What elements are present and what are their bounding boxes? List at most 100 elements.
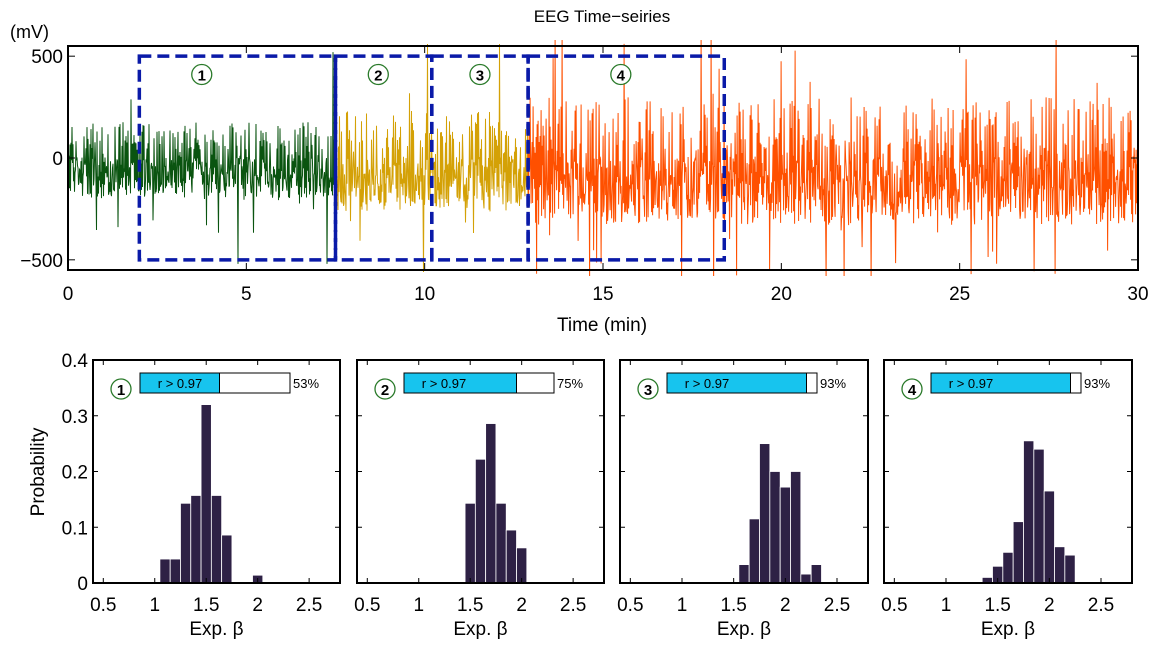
r-threshold-label: r > 0.97 [422, 376, 466, 391]
x-axis-label: Exp. β [189, 619, 243, 640]
r-threshold-label: r > 0.97 [949, 376, 993, 391]
x-tick-label: 2 [252, 595, 263, 616]
x-tick-label: 2 [780, 595, 791, 616]
x-tick-label: 1 [413, 595, 424, 616]
analysis-window-box [430, 54, 530, 262]
histogram-bar [810, 564, 822, 584]
r-ratio-percent: 53% [293, 376, 319, 391]
y-tick-label: −500 [20, 251, 63, 272]
histogram-bar [1054, 546, 1066, 584]
x-tick-label: 1 [941, 595, 952, 616]
eeg-signal-trace [527, 40, 1138, 276]
window-number-circle [469, 63, 491, 86]
x-axis-label: Exp. β [717, 619, 771, 640]
histogram-bar [190, 495, 202, 584]
histogram-panel: 0.5 1 1.5 2 2.5 Exp. β 2 r > 0.97 75% [354, 359, 605, 640]
window-number-label: 1 [117, 382, 125, 399]
window-number-circle [110, 378, 132, 400]
histogram-panel: 0.5 1 1.5 2 2.5 Exp. β 4 r > 0.97 93% [881, 359, 1133, 640]
x-tick-label: 1.5 [457, 595, 483, 616]
histogram-bar [1064, 554, 1076, 584]
x-tick-label: 0 [63, 284, 74, 305]
histogram-panels: 0.5 1 1.5 2 2.5 0 0.1 0.2 0.3 0.4 Exp. β 1 r > 0.97 5… [62, 351, 1133, 640]
histogram-bar [779, 486, 791, 584]
x-tick-label: 2.5 [560, 595, 586, 616]
x-tick-label: 2 [516, 595, 527, 616]
histogram-bar [1033, 448, 1045, 584]
hist-y-label: Probability [28, 427, 49, 516]
histogram-bar [505, 529, 517, 584]
histogram-bar [159, 558, 171, 584]
histogram-bar [769, 471, 781, 584]
histogram-bar [1023, 440, 1035, 584]
r-ratio-bar-fill [666, 372, 807, 394]
x-tick-label: 0.5 [90, 595, 116, 616]
window-number-circle [610, 63, 632, 86]
y-tick-label: 0.2 [62, 463, 88, 484]
x-tick-label: 5 [241, 284, 252, 305]
r-threshold-label: r > 0.97 [685, 376, 729, 391]
histogram-bar [210, 495, 223, 584]
x-tick-label: 1.5 [984, 595, 1010, 616]
x-tick-label: 20 [771, 284, 792, 305]
r-ratio-percent: 93% [820, 376, 846, 391]
x-tick-label: 0.5 [617, 595, 643, 616]
y-tick-label: 0 [52, 149, 63, 170]
y-tick-label: 0 [77, 574, 88, 595]
y-tick-label: 0.3 [62, 407, 88, 428]
histogram-bar [485, 423, 497, 584]
window-number-label: 1 [198, 68, 206, 85]
analysis-window-box [137, 54, 338, 262]
histogram-bar [800, 573, 812, 584]
eeg-signal-trace [68, 52, 336, 264]
window-number-label: 2 [374, 68, 382, 85]
x-tick-label: 1.5 [720, 595, 746, 616]
r-ratio-percent: 93% [1084, 376, 1110, 391]
histogram-bar [180, 502, 192, 584]
top-chart-title: EEG Time−seiries [534, 7, 671, 26]
x-tick-label: 1.5 [193, 595, 219, 616]
x-tick-label: 0.5 [881, 595, 907, 616]
histogram-bar [516, 547, 528, 584]
x-axis-label: Exp. β [981, 619, 1035, 640]
window-number-circle [901, 378, 923, 400]
window-number-label: 4 [908, 382, 917, 399]
x-tick-label: 2.5 [296, 595, 322, 616]
x-tick-label: 30 [1127, 284, 1148, 305]
histogram-bar [1012, 521, 1024, 584]
histogram-bar [221, 534, 233, 584]
r-ratio-percent: 75% [557, 376, 583, 391]
x-tick-label: 25 [949, 284, 970, 305]
histogram-bar [738, 564, 750, 584]
histogram-bar [748, 518, 760, 584]
top-chart-x-label: Time (min) [557, 315, 647, 336]
top-chart-y-unit: (mV) [10, 22, 49, 42]
histogram-bar [790, 471, 802, 584]
x-tick-label: 2.5 [1088, 595, 1114, 616]
window-number-circle [637, 378, 659, 400]
x-tick-label: 1 [149, 595, 160, 616]
histogram-bar [169, 558, 181, 584]
y-tick-label: 500 [31, 47, 63, 68]
x-axis-label: Exp. β [453, 619, 507, 640]
histogram-bar [759, 443, 771, 584]
r-ratio-bar-fill [930, 372, 1071, 394]
r-threshold-label: r > 0.97 [158, 376, 202, 391]
histogram-bar [200, 404, 212, 584]
r-ratio-bar-fill [139, 372, 220, 394]
r-ratio-bar-fill [403, 372, 517, 394]
y-tick-label: 0.1 [62, 518, 88, 539]
x-tick-label: 2 [1044, 595, 1055, 616]
x-tick-label: 10 [414, 284, 435, 305]
histogram-bar [474, 458, 487, 584]
histogram-bar [1043, 490, 1055, 584]
x-tick-label: 15 [592, 284, 613, 305]
y-tick-label: 0.4 [62, 351, 89, 372]
analysis-window-box [333, 54, 434, 262]
window-number-circle [367, 63, 389, 86]
x-tick-label: 0.5 [354, 595, 380, 616]
window-number-label: 4 [617, 68, 626, 85]
histogram-bar [464, 502, 476, 584]
